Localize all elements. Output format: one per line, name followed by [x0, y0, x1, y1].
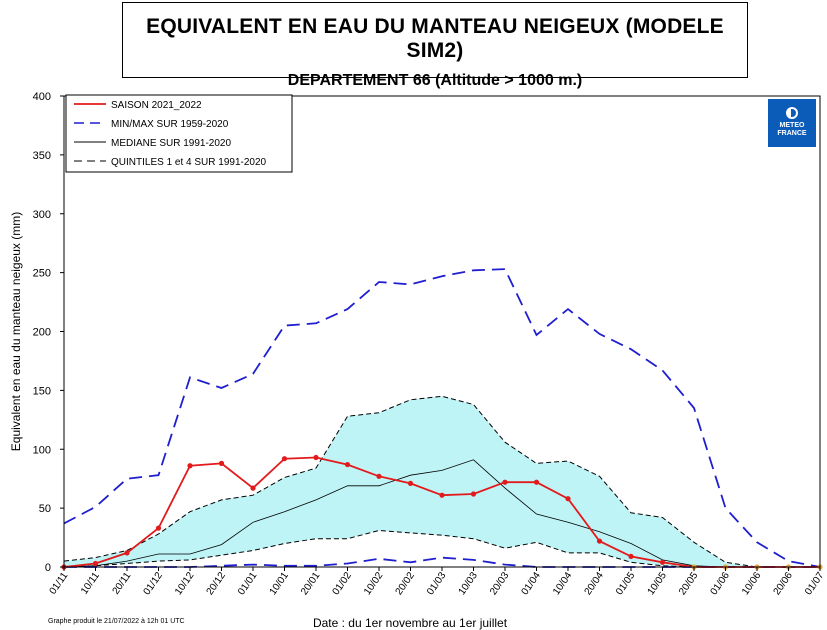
- x-tick-label: 01/05: [614, 570, 638, 597]
- logo-mark-icon: [786, 107, 798, 119]
- y-tick-label: 250: [33, 268, 51, 280]
- x-tick-label: 20/11: [111, 570, 134, 597]
- x-tick-label: 20/05: [677, 570, 701, 597]
- x-tick-label: 01/12: [142, 570, 166, 597]
- logo-line1: METEO: [779, 122, 805, 129]
- chart-subtitle: DEPARTEMENT 66 (Altitude > 1000 m.): [287, 72, 583, 89]
- season-point: [439, 492, 445, 498]
- x-tick-label: 20/01: [299, 570, 323, 597]
- series-line-max: [63, 268, 821, 568]
- x-tick-label: 20/06: [772, 570, 796, 597]
- x-tick-label: 01/04: [520, 570, 544, 597]
- season-point: [659, 559, 666, 565]
- x-tick-label: 10/11: [79, 570, 102, 597]
- legend: SAISON 2021_2022 MIN/MAX SUR 1959-2020 MED…: [65, 94, 293, 173]
- x-tick-label: 01/06: [709, 570, 733, 597]
- season-point: [187, 463, 193, 469]
- season-point: [124, 550, 130, 556]
- y-tick-label: 150: [33, 385, 51, 397]
- season-point: [155, 525, 162, 531]
- x-axis-title: Date : du 1er novembre au 1er juillet: [313, 616, 508, 630]
- season-point: [628, 553, 634, 560]
- legend-box: [65, 94, 293, 173]
- x-tick-label: 01/07: [803, 570, 827, 597]
- season-point: [470, 491, 477, 497]
- title-box: EQUIVALENT EN EAU DU MANTEAU NEIGEUX (MO…: [122, 2, 748, 89]
- season-point: [92, 560, 99, 567]
- y-tick-label: 400: [33, 91, 51, 103]
- footnote: Graphe produit le 21/07/2022 à 12h 01 UT…: [48, 618, 185, 625]
- series-line-quintile-4: [63, 395, 820, 568]
- meteo-france-logo-icon: METEO FRANCE: [768, 99, 816, 147]
- season-point: [407, 480, 414, 486]
- season-point: [502, 479, 508, 485]
- y-tick-label: 300: [33, 209, 51, 221]
- y-tick-label: 0: [45, 562, 51, 574]
- season-point: [281, 456, 288, 462]
- x-tick-label: 20/03: [488, 570, 512, 597]
- season-point: [596, 538, 603, 544]
- legend-label: QUINTILES 1 et 4 SUR 1991-2020: [111, 157, 267, 168]
- season-point: [533, 479, 540, 485]
- season-point: [344, 461, 351, 468]
- season-point: [313, 454, 319, 461]
- y-tick-label: 200: [33, 327, 51, 339]
- y-tick-label: 100: [33, 444, 51, 456]
- x-tick-label: 10/05: [646, 570, 670, 597]
- x-tick-label: 01/11: [48, 570, 71, 597]
- quintile-band: [64, 396, 820, 567]
- x-tick-label: 20/12: [205, 570, 229, 597]
- legend-label: MEDIANE SUR 1991-2020: [111, 138, 231, 149]
- season-point: [250, 485, 256, 491]
- legend-label: MIN/MAX SUR 1959-2020: [111, 119, 229, 130]
- x-tick-label: 10/01: [268, 570, 292, 597]
- x-tick-label: 20/04: [583, 570, 607, 597]
- x-tick-label: 01/03: [425, 570, 449, 597]
- x-tick-label: 01/01: [236, 570, 260, 597]
- logo-line2: FRANCE: [777, 130, 807, 137]
- x-tick-label: 01/02: [331, 570, 355, 597]
- season-point: [565, 496, 571, 502]
- x-tick-label: 20/02: [394, 570, 418, 597]
- season-point: [376, 473, 382, 479]
- y-axis-title: Equivalent en eau du manteau neigeux (mm…: [9, 212, 23, 451]
- x-tick-label: 10/03: [457, 570, 481, 597]
- y-tick-label: 350: [33, 150, 51, 162]
- x-tick-label: 10/06: [740, 570, 764, 597]
- season-point: [218, 460, 225, 466]
- y-tick-label: 50: [39, 503, 51, 515]
- x-tick-label: 10/04: [551, 570, 575, 597]
- x-tick-label: 10/12: [173, 570, 197, 597]
- x-tick-label: 10/02: [362, 570, 386, 597]
- legend-label: SAISON 2021_2022: [111, 100, 202, 111]
- chart-title: EQUIVALENT EN EAU DU MANTEAU NEIGEUX (MO…: [146, 15, 724, 62]
